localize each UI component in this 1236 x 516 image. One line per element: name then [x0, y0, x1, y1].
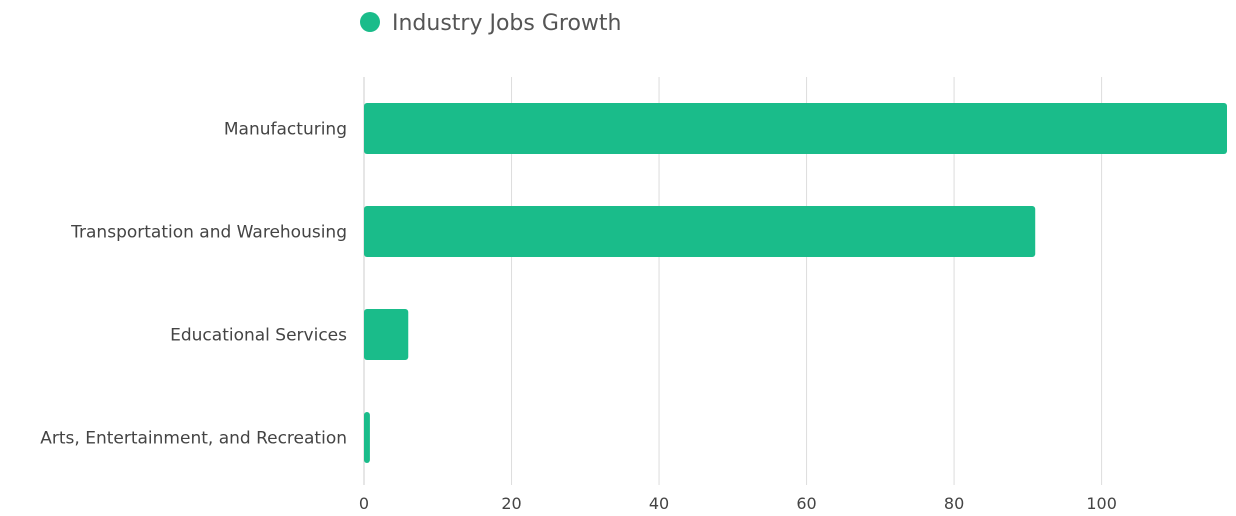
legend[interactable]: Industry Jobs Growth	[360, 11, 622, 36]
bar[interactable]	[364, 412, 370, 463]
x-tick-label: 100	[1086, 494, 1117, 513]
legend-marker	[360, 12, 380, 32]
bars	[364, 103, 1227, 463]
category-labels: Manufacturing Transportation and Warehous…	[40, 120, 347, 449]
category-label: Educational Services	[170, 326, 347, 346]
legend-label: Industry Jobs Growth	[392, 11, 622, 36]
x-tick-label: 60	[796, 494, 816, 513]
x-tick-label: 0	[359, 494, 369, 513]
category-label: Arts, Entertainment, and Recreation	[40, 429, 347, 449]
bar[interactable]	[364, 206, 1036, 257]
bar[interactable]	[364, 309, 409, 360]
x-tick-label: 80	[944, 494, 964, 513]
category-label: Transportation and Warehousing	[70, 223, 347, 243]
x-axis-ticks: 0 20 40 60 80 100	[359, 494, 1117, 513]
bar[interactable]	[364, 103, 1227, 154]
x-tick-label: 40	[649, 494, 669, 513]
category-label: Manufacturing	[224, 120, 347, 140]
x-tick-label: 20	[501, 494, 521, 513]
